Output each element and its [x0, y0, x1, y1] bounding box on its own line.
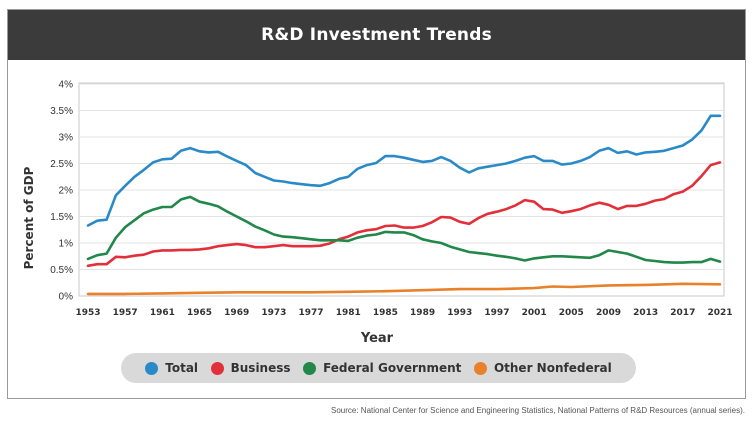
title-bar: R&D Investment Trends: [8, 10, 745, 60]
series-line-total: [86, 114, 722, 227]
y-tick-label: 1.5%: [50, 212, 73, 223]
y-tick-labels: 0% 0.5% 1% 1.5% 2% 2.5% 3% 3.5% 4%: [50, 80, 73, 303]
legend-item-total: Total: [145, 361, 198, 375]
series-line-other-nonfederal: [86, 282, 722, 296]
y-tick-label: 0%: [59, 292, 74, 303]
source-note: Source: National Center for Science and …: [331, 406, 745, 415]
chart-frame: R&D Investment Trends: [7, 9, 746, 399]
y-axis-label: Percent of GDP: [22, 166, 36, 269]
chart-title: R&D Investment Trends: [261, 25, 492, 45]
x-tick-label: 1969: [224, 308, 249, 318]
legend-label-total: Total: [165, 361, 199, 375]
x-tick-label: 2021: [707, 308, 732, 318]
legend-marker-total: [145, 361, 159, 375]
x-tick-label: 1989: [410, 308, 435, 318]
x-tick-labels: 1953 1957 1961 1965 1969 1973 1977 1981 1985 1989…: [75, 308, 732, 318]
series-line-business: [86, 161, 722, 268]
legend-label-business: Business: [230, 361, 291, 375]
y-grid: [79, 83, 724, 270]
x-tick-label: 2009: [596, 308, 621, 318]
x-tick-label: 1957: [113, 308, 138, 318]
legend-marker-other-nonfederal: [473, 361, 487, 375]
x-tick-label: 1981: [336, 308, 361, 318]
legend-item-other-nonfederal: Other Nonfederal: [473, 361, 612, 375]
x-tick-label: 1985: [373, 308, 398, 318]
series-line-federal-government: [86, 195, 722, 264]
x-tick-label: 2005: [559, 308, 584, 318]
legend-item-federal-government: Federal Government: [303, 361, 461, 375]
legend-marker-business: [210, 361, 224, 375]
y-tick-label: 0.5%: [50, 265, 73, 276]
series-lines: [86, 114, 722, 296]
x-tick-label: 1973: [261, 308, 286, 318]
y-tick-label: 3.5%: [50, 106, 73, 117]
x-tick-label: 1993: [447, 308, 472, 318]
x-tick-label: 2013: [633, 308, 658, 318]
x-tick-label: 1961: [150, 308, 175, 318]
legend-item-business: Business: [210, 361, 291, 375]
y-tick-label: 4%: [59, 80, 74, 91]
x-axis-label: Year: [360, 331, 394, 346]
x-tick-label: 1977: [299, 308, 324, 318]
x-tick-label: 1965: [187, 308, 212, 318]
legend: Total Business Federal Government Other …: [121, 353, 636, 383]
y-tick-label: 3%: [59, 133, 74, 144]
x-tick-label: 1953: [75, 308, 100, 318]
y-tick-label: 2%: [59, 186, 74, 197]
legend-marker-federal-government: [303, 361, 317, 375]
y-tick-label: 1%: [59, 239, 74, 250]
legend-label-federal-government: Federal Government: [323, 361, 462, 375]
legend-label-other-nonfederal: Other Nonfederal: [493, 361, 612, 375]
x-tick-label: 2017: [670, 308, 695, 318]
y-tick-label: 2.5%: [50, 159, 73, 170]
x-tick-label: 2001: [522, 308, 547, 318]
x-tick-label: 1997: [484, 308, 509, 318]
